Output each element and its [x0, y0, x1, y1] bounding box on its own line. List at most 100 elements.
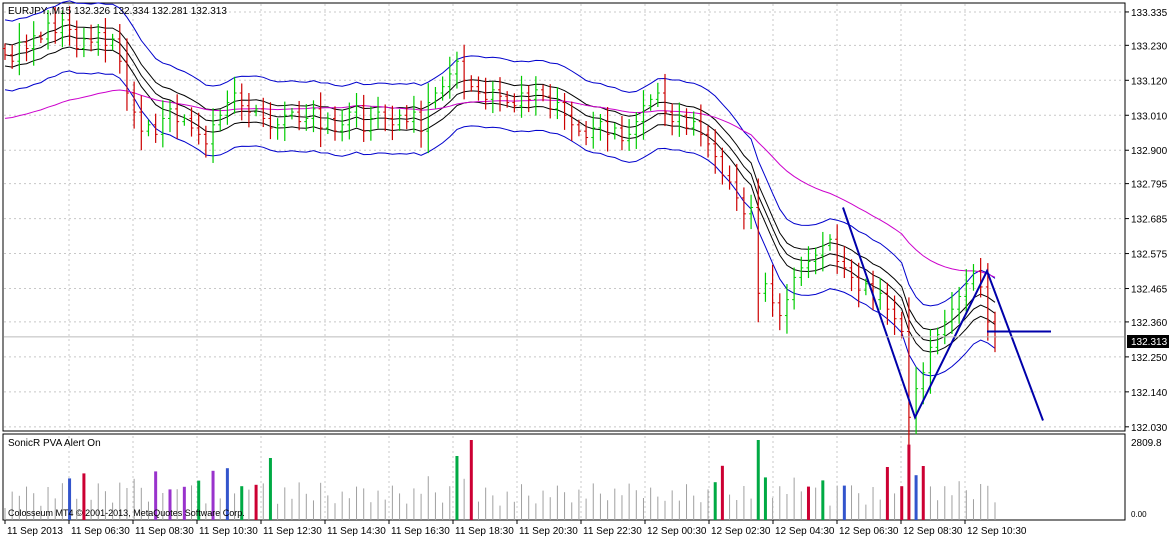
- price-tick-label: 132.140: [1131, 388, 1168, 399]
- volume-bar: [112, 502, 114, 520]
- volume-bar: [341, 491, 343, 520]
- price-tick-label: 132.250: [1131, 353, 1168, 364]
- volume-bar: [750, 498, 752, 520]
- volume-bar: [119, 482, 121, 520]
- volume-bar: [268, 458, 272, 520]
- time-tick-label: 11 Sep 12:30: [263, 526, 322, 537]
- volume-bar: [879, 499, 881, 520]
- volume-bar: [585, 498, 587, 520]
- volume-bar: [334, 503, 336, 520]
- time-tick-label: 11 Sep 10:30: [199, 526, 258, 537]
- time-tick-label: 11 Sep 20:30: [519, 526, 578, 537]
- indicator-grid: [68, 436, 966, 519]
- volume-bar: [815, 487, 817, 520]
- volume-bar: [528, 495, 530, 520]
- volume-bar: [305, 493, 307, 520]
- volume-bar: [506, 491, 508, 520]
- volume-bar: [82, 473, 86, 520]
- volume-bar: [298, 482, 300, 520]
- time-tick-label: 11 Sep 08:30: [135, 526, 194, 537]
- volume-bar: [671, 490, 673, 520]
- volume-bar: [958, 481, 960, 520]
- volume-bar: [399, 493, 401, 520]
- volume-bar: [197, 480, 201, 520]
- volume-bar: [707, 489, 709, 520]
- grid: [4, 4, 1124, 430]
- volume-bar: [225, 468, 229, 520]
- volume-bar: [455, 456, 459, 520]
- volume-bar: [469, 440, 473, 520]
- volume-bar: [4, 508, 6, 520]
- volume-bar: [176, 489, 178, 520]
- volume-bar: [499, 505, 501, 520]
- candles[interactable]: [3, 6, 997, 449]
- volume-bar: [413, 488, 415, 520]
- time-tick-label: 12 Sep 00:30: [647, 526, 707, 537]
- volume-bar: [885, 467, 889, 520]
- volume-bar: [348, 498, 350, 520]
- volume-bar: [650, 487, 652, 520]
- volume-bar: [420, 493, 422, 520]
- volume-bar: [693, 495, 695, 520]
- volume-bar: [90, 499, 92, 520]
- pattern-lines[interactable]: [4, 207, 1124, 421]
- zigzag-pattern-line[interactable]: [842, 207, 1044, 421]
- volume-bar: [578, 489, 580, 520]
- time-tick-label: 12 Sep 04:30: [775, 526, 835, 537]
- volume-bar: [821, 480, 825, 520]
- volume-bar: [535, 503, 537, 520]
- time-tick-label: 11 Sep 06:30: [71, 526, 130, 537]
- volume-bar: [11, 491, 13, 520]
- volume-bar: [442, 502, 444, 520]
- volume-bar: [944, 486, 946, 520]
- price-axis[interactable]: 133.335 133.230 133.120 133.010 132.900 132.7…: [1125, 8, 1168, 434]
- volume-bar: [858, 493, 860, 520]
- volume-bar: [743, 486, 745, 520]
- volume-bar: [713, 482, 717, 520]
- volume-bar: [277, 503, 279, 520]
- volume-bar: [406, 503, 408, 520]
- volume-bar: [513, 501, 515, 520]
- volume-bar: [521, 484, 523, 520]
- volume-bar: [549, 497, 551, 520]
- volume-bar: [564, 492, 566, 520]
- volume-bar: [607, 500, 609, 520]
- volume-bar: [937, 500, 939, 520]
- current-price-label: 132.313: [1131, 337, 1168, 348]
- volume-bar: [965, 490, 967, 520]
- volume-bar: [485, 487, 487, 520]
- volume-bar: [126, 488, 128, 520]
- volume-bar: [842, 485, 846, 520]
- volume-bar: [312, 500, 314, 520]
- volume-bar: [872, 487, 874, 520]
- volume-bar: [133, 478, 135, 520]
- volume-bar: [370, 502, 372, 520]
- time-tick-label: 11 Sep 22:30: [583, 526, 642, 537]
- price-tick-label: 132.360: [1131, 318, 1168, 329]
- volume-bar: [68, 478, 72, 520]
- volume-bar: [599, 493, 601, 520]
- volume-bar: [377, 490, 379, 520]
- volume-bar: [234, 493, 236, 520]
- volume-bars: [4, 440, 996, 520]
- volume-bar: [929, 486, 931, 520]
- price-tick-label: 132.030: [1131, 423, 1168, 434]
- volume-bar: [47, 487, 49, 520]
- volume-bar: [18, 495, 20, 520]
- volume-bar: [736, 500, 738, 520]
- time-axis[interactable]: 11 Sep 2013 11 Sep 06:30 11 Sep 08:30 11 Se…: [4, 520, 1027, 537]
- volume-bar: [720, 465, 724, 520]
- volume-bar: [914, 475, 918, 520]
- volume-bar: [851, 485, 853, 520]
- main-chart-frame[interactable]: [2, 2, 1126, 432]
- time-tick-label: 12 Sep 02:30: [711, 526, 771, 537]
- volume-bar: [972, 499, 974, 520]
- volume-bar: [363, 488, 365, 520]
- volume-bar: [262, 483, 264, 520]
- price-tick-label: 132.575: [1131, 250, 1168, 261]
- volume-bar: [836, 485, 838, 520]
- volume-bar: [614, 488, 616, 520]
- time-tick-label: 11 Sep 2013: [7, 526, 63, 537]
- volume-bar: [191, 485, 193, 520]
